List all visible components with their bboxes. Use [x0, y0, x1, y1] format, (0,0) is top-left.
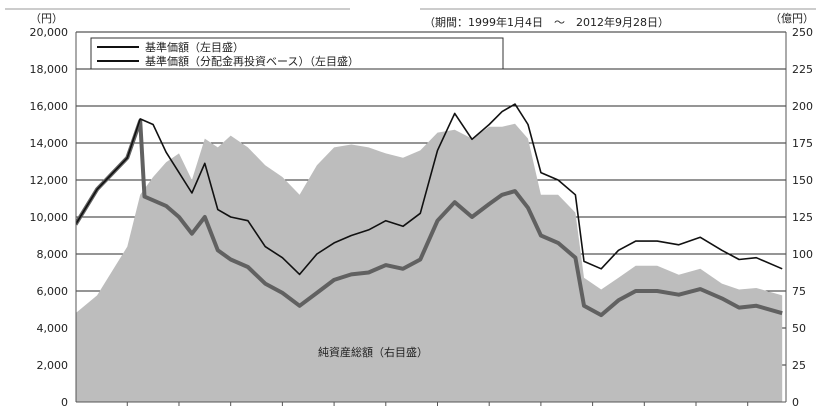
right-tick-label: 0 [792, 396, 799, 407]
left-axis-unit-label: （円） [30, 12, 63, 25]
legend-box [90, 37, 504, 70]
series-area-net-assets [76, 123, 783, 402]
right-tick-label: 50 [792, 322, 806, 335]
left-tick-label: 14,000 [30, 137, 69, 150]
right-tick-label: 100 [792, 248, 813, 261]
series-line-reinvested-price [76, 118, 783, 318]
right-tick-label: 150 [792, 174, 813, 187]
period-label: （期間：1999年1月4日 ～ 2012年9月28日） [424, 15, 669, 29]
price-lines-layer [76, 103, 783, 318]
left-tick-label: 0 [61, 396, 68, 407]
right-axis-unit-label: （億円） [770, 12, 814, 25]
series-line-base-price [76, 103, 783, 276]
right-tick-label: 75 [792, 285, 806, 298]
net-assets-area-layer [76, 123, 783, 402]
left-tick-label: 18,000 [30, 63, 69, 76]
right-tick-label: 200 [792, 100, 813, 113]
right-tick-label: 175 [792, 137, 813, 150]
left-tick-label: 12,000 [30, 174, 69, 187]
axis-ticks: 0 2,000 4,000 6,000 8,000 10,000 12,000 14,000 1… [30, 26, 814, 407]
left-tick-label: 10,000 [30, 211, 69, 224]
legend-label-series-0: 基準価額（左目盛） [145, 40, 244, 54]
right-tick-label: 225 [792, 63, 813, 76]
left-tick-label: 8,000 [37, 248, 69, 261]
left-tick-label: 4,000 [37, 322, 69, 335]
legend: 基準価額（左目盛） 基準価額（分配金再投資ベース）（左目盛） [90, 37, 504, 70]
right-tick-label: 25 [792, 359, 806, 372]
left-tick-label: 16,000 [30, 100, 69, 113]
right-tick-label: 125 [792, 211, 813, 224]
net-assets-annotation: 純資産総額（右目盛） [318, 345, 428, 359]
left-tick-label: 20,000 [30, 26, 69, 39]
left-tick-label: 2,000 [37, 359, 69, 372]
left-tick-label: 6,000 [37, 285, 69, 298]
legend-label-series-1: 基準価額（分配金再投資ベース）（左目盛） [145, 54, 359, 68]
right-tick-label: 250 [792, 26, 813, 39]
